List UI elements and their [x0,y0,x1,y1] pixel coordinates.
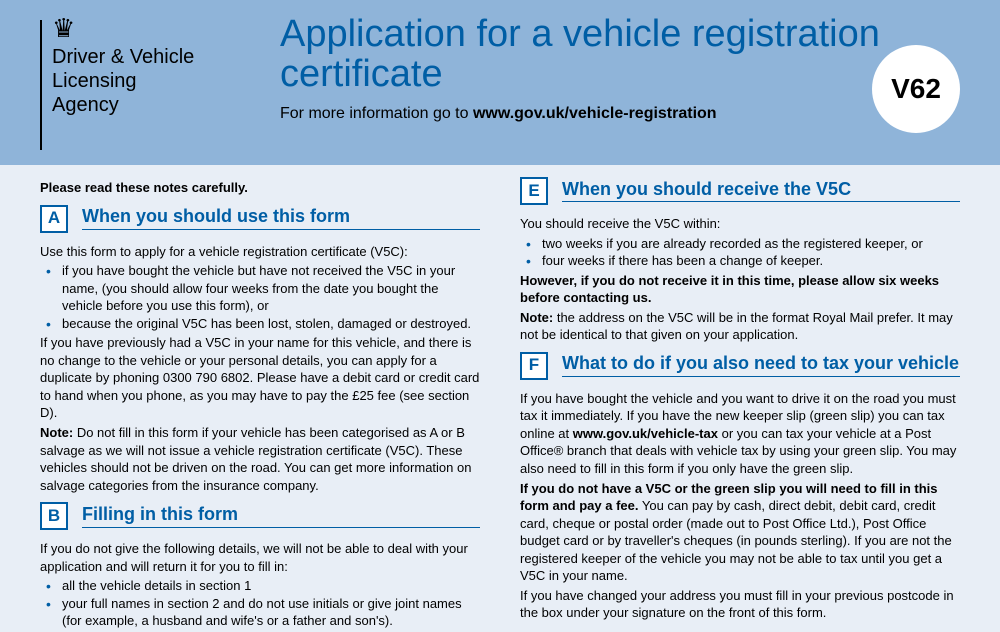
list-item: because the original V5C has been lost, … [58,315,480,333]
logo-divider [40,20,42,150]
crown-crest-icon: ♛ [52,15,194,41]
content-columns: Please read these notes carefully. A Whe… [0,165,1000,632]
list-item: four weeks if there has been a change of… [538,252,960,270]
info-line: For more information go to www.gov.uk/ve… [280,105,960,123]
list-item: all the vehicle details in section 1 [58,577,480,595]
section-a-head: A When you should use this form [40,205,480,233]
section-a-list: if you have bought the vehicle but have … [40,262,480,332]
section-f-title: What to do if you also need to tax your … [562,354,960,377]
agency-logo-block: ♛ Driver & Vehicle Licensing Agency [40,15,260,150]
section-f-p2: If you do not have a V5C or the green sl… [520,480,960,585]
section-f-p1: If you have bought the vehicle and you w… [520,390,960,478]
form-code-badge: V62 [872,45,960,133]
section-a-para: If you have previously had a V5C in your… [40,334,480,422]
section-b-title: Filling in this form [82,505,480,528]
left-column: Please read these notes carefully. A Whe… [40,177,480,632]
list-item: if you have bought the vehicle but have … [58,262,480,315]
section-a-note: Note: Do not fill in this form if your v… [40,424,480,494]
agency-name: Driver & Vehicle Licensing Agency [52,45,194,117]
title-block: Application for a vehicle registration c… [260,15,960,123]
section-f-head: F What to do if you also need to tax you… [520,352,960,380]
right-column: E When you should receive the V5C You sh… [520,177,960,632]
intro-note: Please read these notes carefully. [40,179,480,197]
section-e-list: two weeks if you are already recorded as… [520,235,960,270]
section-e-head: E When you should receive the V5C [520,177,960,205]
note-label: Note: [40,425,73,440]
info-prefix: For more information go to [280,105,473,122]
section-f-p3: If you have changed your address you mus… [520,587,960,622]
note-body: the address on the V5C will be in the fo… [520,310,953,343]
section-b-lead: If you do not give the following details… [40,540,480,575]
header-banner: ♛ Driver & Vehicle Licensing Agency Appl… [0,0,1000,165]
note-body: Do not fill in this form if your vehicle… [40,425,471,493]
section-e-however: However, if you do not receive it in thi… [520,272,960,307]
section-b-head: B Filling in this form [40,502,480,530]
section-e-title: When you should receive the V5C [562,180,960,203]
section-a-title: When you should use this form [82,207,480,230]
section-f-letter: F [520,352,548,380]
list-item: two weeks if you are already recorded as… [538,235,960,253]
note-label: Note: [520,310,553,325]
section-a-lead: Use this form to apply for a vehicle reg… [40,243,480,261]
section-e-note: Note: the address on the V5C will be in … [520,309,960,344]
section-b-letter: B [40,502,68,530]
section-e-letter: E [520,177,548,205]
info-url: www.gov.uk/vehicle-registration [473,105,717,122]
section-b-list: all the vehicle details in section 1 you… [40,577,480,630]
section-e-lead: You should receive the V5C within: [520,215,960,233]
f-url: www.gov.uk/vehicle-tax [573,426,718,441]
section-a-letter: A [40,205,68,233]
page-title: Application for a vehicle registration c… [280,15,960,95]
list-item: your full names in section 2 and do not … [58,595,480,630]
